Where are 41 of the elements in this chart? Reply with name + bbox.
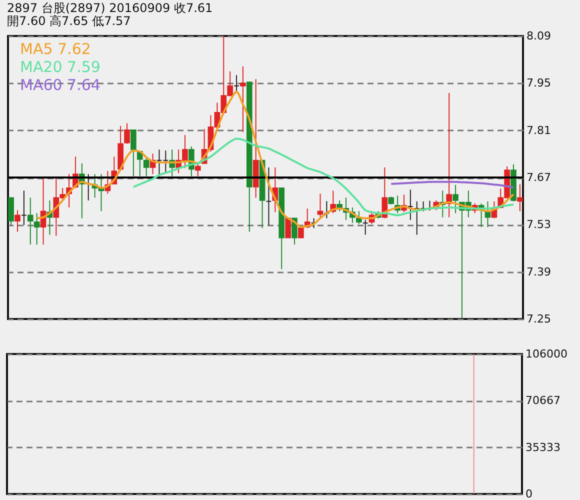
y-tick-label: 7.95 [526,76,551,90]
candlestick [124,122,130,144]
y-tick-label: 7.25 [526,312,551,326]
y-tick-label: 8.09 [526,30,551,42]
candlestick [143,156,150,177]
candlestick [298,228,304,238]
candlestick [452,184,458,214]
candlestick [21,190,27,226]
chart-subtitle: 開7.60 高7.65 低7.57 [7,14,131,28]
candlestick [408,189,414,220]
candlestick [356,210,362,224]
line-series [132,138,514,216]
candlestick [14,210,20,232]
y-tick-label: 7.39 [526,265,551,278]
candlestick [130,129,136,177]
candlestick [194,162,201,177]
y-tick-label: 7.53 [526,218,551,232]
candlestick [362,219,368,236]
text: MA5 7.62 [20,40,91,58]
chart-title: 2897 台股(2897) 20160909 收7.61 [7,1,213,15]
candlestick [484,200,491,228]
candlestick [285,218,291,238]
candlestick [27,197,34,246]
y-tick-label: 70667 [526,394,560,408]
y-tick-label: 7.67 [526,171,551,184]
candlestick [266,166,272,226]
text: MA20 7.59 [20,58,100,76]
y-tick-label: 7.81 [526,124,551,137]
candlestick [324,200,330,219]
y-tick-label: 0 [526,488,532,500]
y-tick-label: 106000 [526,348,568,360]
candlestick [317,193,324,218]
candlestick [8,197,14,226]
candlestick [336,200,342,212]
candlestick [310,218,317,229]
candlestick [240,66,246,133]
candlestick [34,212,40,246]
y-tick-label: 35333 [526,440,560,454]
candlestick [517,184,523,212]
candlestick [85,174,92,201]
candlestick [234,74,240,92]
